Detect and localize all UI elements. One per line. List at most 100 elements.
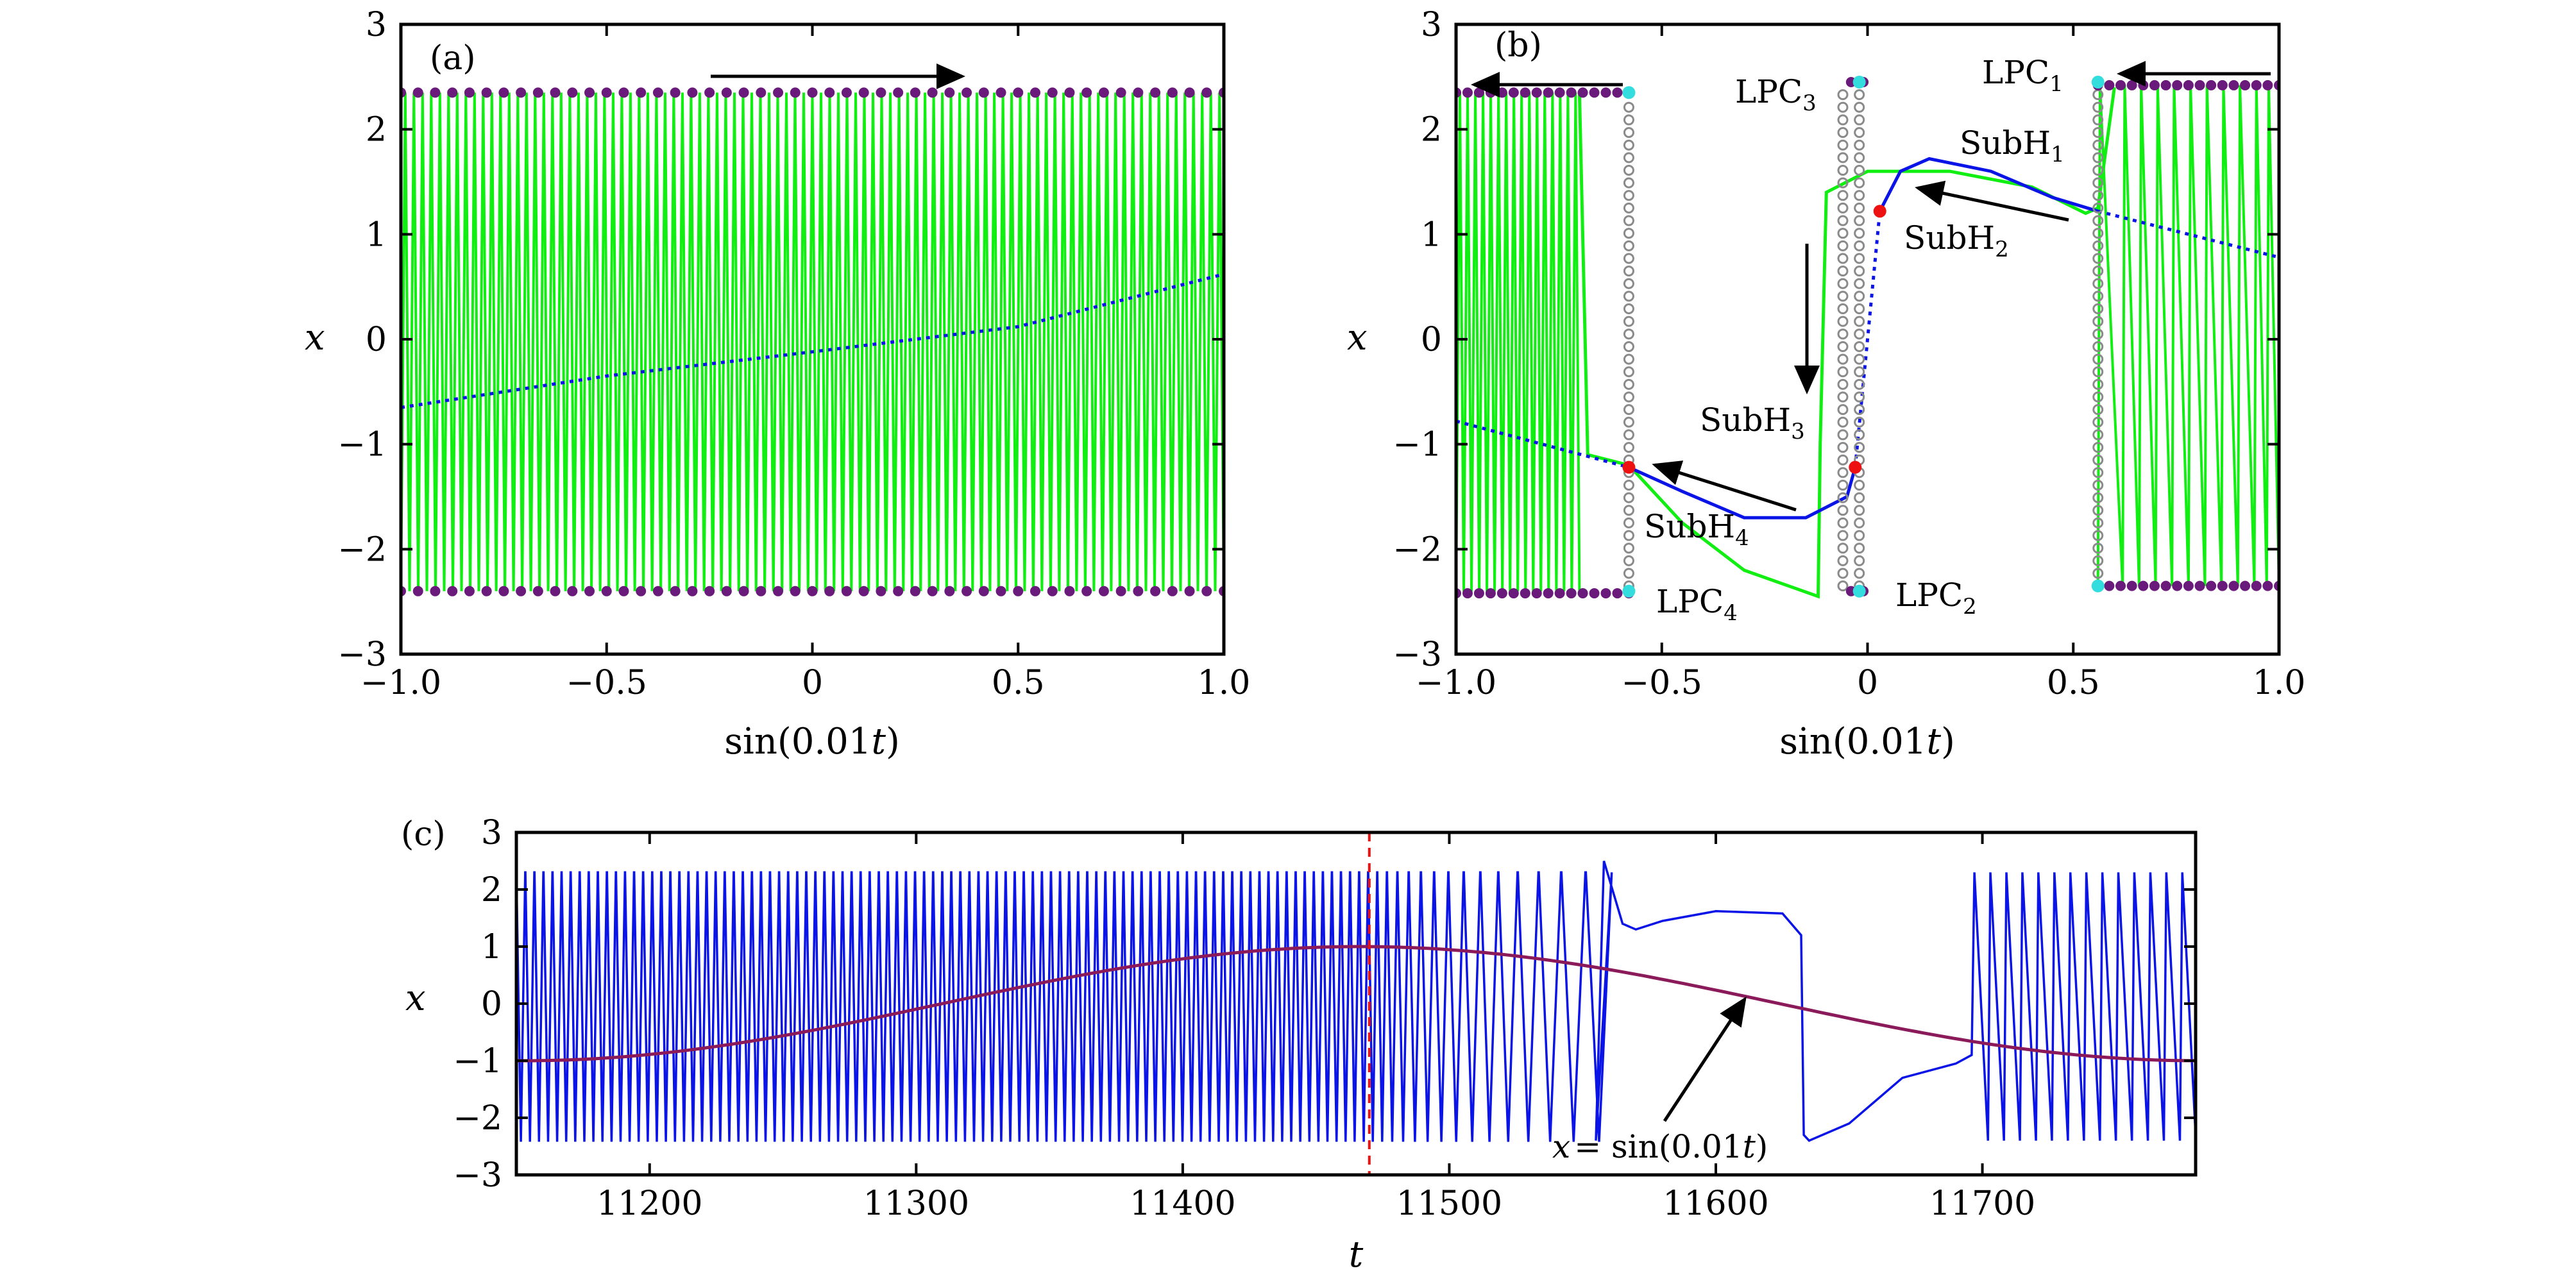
- purple-max-dot: [841, 87, 852, 98]
- y-tick-label: −1: [453, 1042, 502, 1081]
- panel-b-ticks: −1.0 −0.5 0 0.5 1.0 3 2 1 0 −1 −2 −3: [1393, 6, 2305, 702]
- gray-unstable-cycle: [2092, 127, 2104, 139]
- y-tick-label: 1: [1421, 215, 1442, 254]
- lpc-point-lpc1-bottom: [2091, 579, 2105, 593]
- purple-max-dot: [978, 87, 989, 98]
- purple-max-dot: [2206, 80, 2217, 90]
- gray-unstable-cycle: [1837, 316, 1849, 327]
- purple-max-dot: [2217, 80, 2228, 90]
- panel-c-annotation: x = sin(0.01t): [1552, 1128, 1768, 1165]
- purple-min-dot: [790, 586, 801, 596]
- gray-unstable-cycle: [1623, 378, 1634, 390]
- purple-max-dot: [1520, 87, 1530, 98]
- gray-unstable-cycle: [1854, 291, 1865, 302]
- gray-unstable-cycle: [1837, 190, 1849, 201]
- gray-unstable-cycle: [1837, 416, 1849, 428]
- x-tick-label: 11600: [1663, 1184, 1768, 1223]
- gray-unstable-cycle: [1623, 416, 1634, 428]
- purple-min-dot: [962, 586, 972, 596]
- y-tick-label: −3: [1393, 636, 1442, 674]
- gray-unstable-cycle: [1837, 127, 1849, 139]
- purple-max-dot: [412, 87, 423, 98]
- gray-unstable-cycle: [1837, 530, 1849, 541]
- purple-min-dot: [2240, 580, 2251, 591]
- gray-unstable-cycle: [2092, 555, 2104, 566]
- label-lpc2: LPC2: [1895, 577, 1977, 620]
- purple-min-dot: [670, 586, 681, 596]
- purple-min-dot: [2160, 580, 2171, 591]
- panel-c-xlabel: t: [1349, 1234, 1364, 1273]
- purple-min-dot: [652, 586, 663, 596]
- purple-min-dot: [1167, 586, 1178, 596]
- gray-unstable-cycle: [1623, 278, 1634, 289]
- x-tick-label: −0.5: [566, 664, 647, 702]
- label-lpc4: LPC4: [1656, 583, 1738, 626]
- y-tick-label: 3: [481, 814, 502, 852]
- purple-max-dot: [1612, 87, 1623, 98]
- subh-point-subh2: [1873, 205, 1886, 218]
- purple-min-dot: [1543, 588, 1554, 599]
- gray-unstable-cycle: [2092, 530, 2104, 541]
- purple-min-dot: [2126, 580, 2137, 591]
- gray-unstable-cycle: [2092, 479, 2104, 491]
- gray-unstable-cycle: [1837, 341, 1849, 352]
- gray-unstable-cycle: [1623, 555, 1634, 566]
- purple-min-dot: [1612, 588, 1623, 599]
- purple-min-dot: [704, 586, 715, 596]
- gray-unstable-cycle: [1854, 530, 1865, 541]
- y-tick-label: 0: [481, 985, 502, 1024]
- y-tick-label: −3: [453, 1156, 502, 1195]
- gray-unstable-cycle: [2092, 341, 2104, 352]
- gray-unstable-cycle: [1837, 101, 1849, 113]
- gray-unstable-cycle: [2092, 543, 2104, 554]
- gray-unstable-cycle: [1623, 114, 1634, 126]
- gray-unstable-cycle: [1837, 139, 1849, 151]
- gray-unstable-cycle: [1837, 580, 1849, 592]
- purple-min-dot: [532, 586, 543, 596]
- panel-c-annotation-arrow: [1663, 996, 1747, 1122]
- lpc-point-lpc4: [1622, 584, 1636, 598]
- purple-min-dot: [1184, 586, 1195, 596]
- y-tick-label: −1: [337, 426, 387, 464]
- gray-unstable-cycle: [1854, 378, 1865, 390]
- gray-unstable-cycle: [2092, 378, 2104, 390]
- purple-max-dot: [1030, 87, 1040, 98]
- purple-max-dot: [2251, 80, 2262, 90]
- gray-unstable-cycle: [1854, 127, 1865, 139]
- purple-max-dot: [2138, 80, 2149, 90]
- purple-min-dot: [1496, 588, 1507, 599]
- gray-unstable-cycle: [2092, 202, 2104, 214]
- gray-unstable-cycle: [1854, 341, 1865, 352]
- gray-unstable-cycle: [1854, 543, 1865, 554]
- purple-max-dot: [962, 87, 972, 98]
- gray-unstable-cycle: [1623, 266, 1634, 277]
- gray-unstable-cycle: [2092, 517, 2104, 528]
- purple-max-dot: [704, 87, 715, 98]
- panel-b-label: (b): [1495, 26, 1542, 65]
- y-tick-label: 1: [366, 215, 387, 254]
- label-subh2: SubH2: [1904, 219, 2009, 262]
- gray-unstable-cycle: [2092, 416, 2104, 428]
- gray-unstable-cycle: [1854, 278, 1865, 289]
- purple-max-dot: [1081, 87, 1092, 98]
- gray-unstable-cycle: [1623, 328, 1634, 340]
- purple-min-dot: [2206, 580, 2217, 591]
- blue-lower-branch: [1628, 466, 1857, 519]
- green-oscillation: [401, 92, 1224, 591]
- purple-max-dot: [1566, 87, 1577, 98]
- purple-min-dot: [1133, 586, 1144, 596]
- purple-max-dot: [756, 87, 767, 98]
- purple-max-dot: [996, 87, 1006, 98]
- gray-unstable-cycle: [1854, 89, 1865, 101]
- panel-c-data: [516, 832, 2196, 1175]
- gray-unstable-cycle: [1837, 429, 1849, 441]
- purple-min-dot: [738, 586, 749, 596]
- purple-min-dot: [430, 586, 441, 596]
- gray-unstable-cycle: [1623, 543, 1634, 554]
- gray-unstable-cycle: [1854, 202, 1865, 214]
- gray-unstable-cycle: [1837, 505, 1849, 516]
- purple-max-dot: [773, 87, 784, 98]
- purple-min-dot: [1589, 588, 1600, 599]
- gray-unstable-cycle: [1623, 240, 1634, 251]
- purple-max-dot: [1508, 87, 1519, 98]
